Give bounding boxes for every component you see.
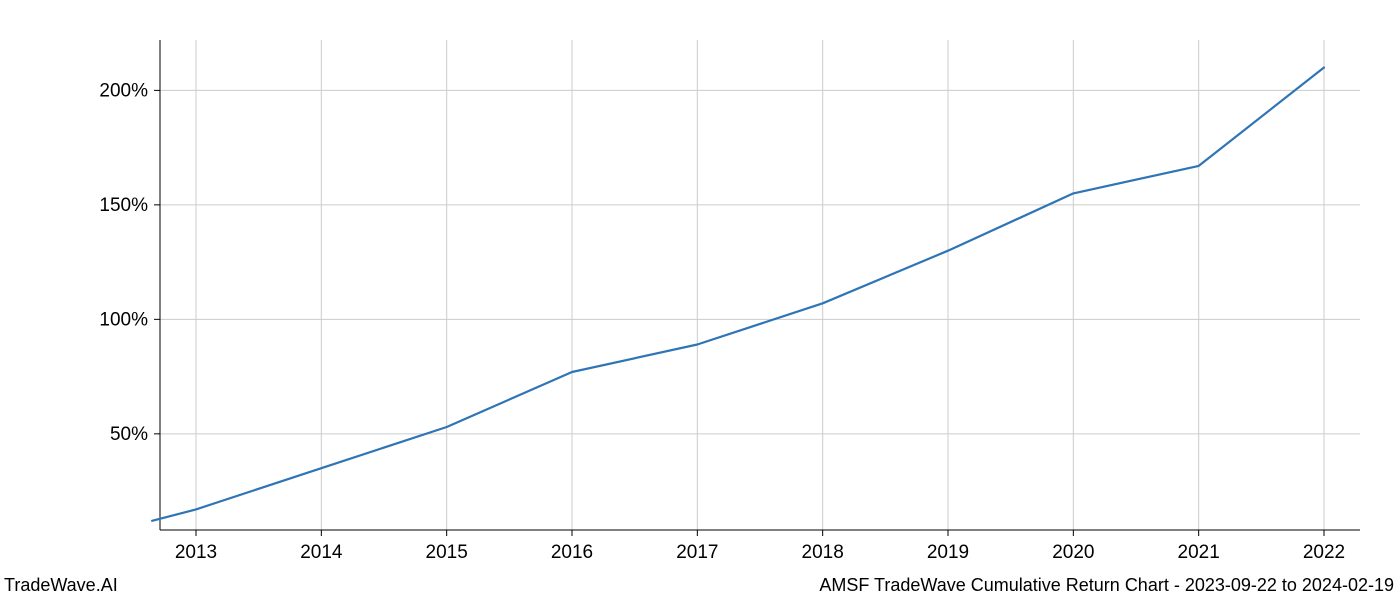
x-tick-label: 2018 (802, 542, 844, 563)
watermark-left: TradeWave.AI (4, 575, 118, 596)
y-tick-label: 150% (99, 195, 148, 216)
x-tick-label: 2017 (676, 542, 718, 563)
x-tick-label: 2021 (1178, 542, 1220, 563)
x-tick-label: 2020 (1052, 542, 1094, 563)
x-tick-label: 2019 (927, 542, 969, 563)
x-tick-label: 2013 (175, 542, 217, 563)
chart-caption: AMSF TradeWave Cumulative Return Chart -… (819, 575, 1394, 596)
line-chart-svg: 2013 2014 2015 2016 2017 2018 2019 2020 2021 2022… (0, 0, 1400, 600)
x-tick-label: 2015 (426, 542, 468, 563)
y-tick-label: 200% (99, 80, 148, 101)
x-tick-label: 2022 (1303, 542, 1345, 563)
y-tick-label: 50% (110, 424, 148, 445)
chart-container: 2013 2014 2015 2016 2017 2018 2019 2020 2021 2022… (0, 0, 1400, 600)
x-tick-label: 2014 (300, 542, 343, 563)
y-tick-label: 100% (99, 309, 148, 330)
x-tick-label: 2016 (551, 542, 593, 563)
